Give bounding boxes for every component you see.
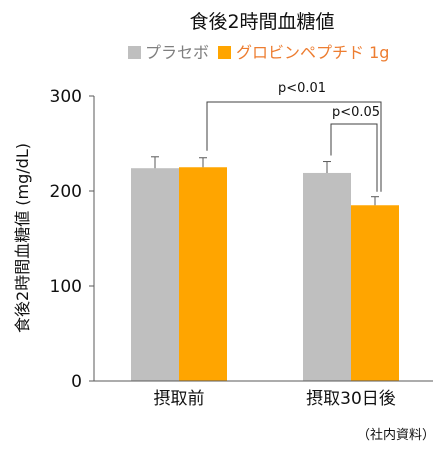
- y-tick-label: 100: [50, 277, 82, 297]
- legend-label-placebo: プラセボ: [145, 43, 209, 62]
- legend-swatch-globin: [218, 46, 231, 59]
- legend-label-globin: グロビンペプチド 1g: [236, 43, 389, 62]
- bar: [303, 172, 351, 381]
- y-tick-label: 0: [71, 372, 82, 392]
- bracket-p001: [206, 101, 382, 192]
- error-bars: [151, 156, 379, 206]
- source-note: （社内資料）: [357, 427, 435, 443]
- y-tick-label: 300: [50, 87, 82, 107]
- category-labels: 摂取前 摂取30日後: [154, 389, 396, 409]
- chart-title: 食後2時間血糖値: [189, 11, 334, 33]
- y-axis-ticks: 0 100 200 300: [50, 87, 94, 392]
- significance-brackets: p<0.01 p<0.05: [206, 81, 382, 192]
- annotation-p001: p<0.01: [278, 81, 326, 96]
- legend-swatch-placebo: [128, 46, 141, 59]
- category-label: 摂取前: [154, 389, 205, 409]
- bar: [131, 168, 179, 381]
- category-label: 摂取30日後: [306, 389, 396, 409]
- legend: プラセボ グロビンペプチド 1g: [128, 43, 389, 62]
- bracket-p005: [330, 123, 378, 192]
- bar: [179, 167, 227, 381]
- bars: [131, 167, 399, 381]
- y-tick-label: 200: [50, 182, 82, 202]
- bar: [351, 205, 399, 381]
- y-axis-label: 食後2時間血糖値 (mg/dL): [13, 143, 32, 333]
- annotation-p005: p<0.05: [332, 105, 380, 120]
